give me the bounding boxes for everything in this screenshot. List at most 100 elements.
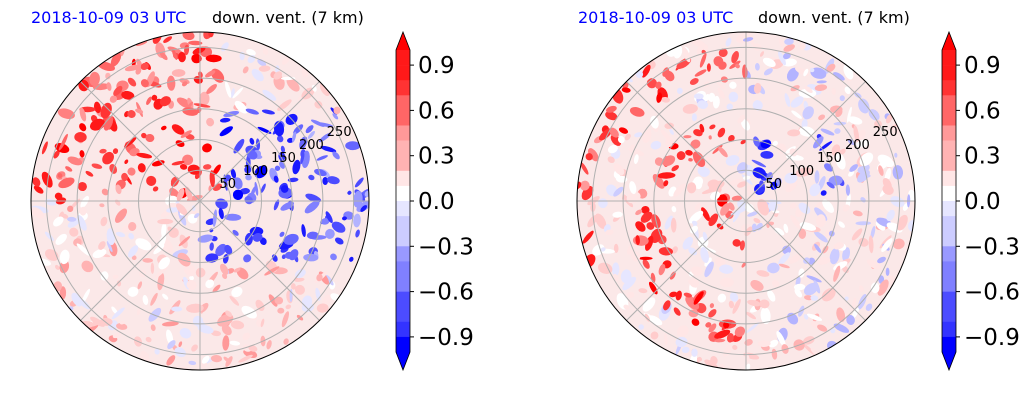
- contour-cell: [605, 229, 614, 236]
- contour-cell: [55, 233, 67, 245]
- colorbar-level: [942, 336, 956, 353]
- contour-cell: [708, 92, 716, 102]
- contour-cell: [669, 271, 676, 280]
- contour-cell: [732, 298, 741, 314]
- contour-cell: [150, 324, 156, 332]
- contour-cell: [753, 136, 760, 147]
- contour-cell: [641, 205, 650, 214]
- colorbar-tick-label: 0.6: [418, 98, 455, 124]
- contour-cell: [167, 46, 184, 55]
- contour-cell: [726, 333, 734, 343]
- contour-cell: [294, 284, 305, 295]
- contour-cell: [692, 151, 706, 167]
- contour-cell: [716, 82, 726, 90]
- contour-cell: [784, 38, 794, 45]
- colorbar-level: [396, 50, 410, 66]
- contour-cell: [814, 170, 820, 184]
- contour-cell: [664, 333, 668, 345]
- contour-cell: [242, 66, 249, 74]
- contour-cell: [892, 238, 905, 250]
- contour-cell: [157, 218, 174, 225]
- contour-cell: [618, 127, 629, 134]
- contour-cell: [728, 134, 735, 142]
- contour-cell: [781, 344, 789, 354]
- contour-cell: [844, 86, 851, 95]
- contour-cell: [325, 228, 335, 239]
- contour-cell: [704, 257, 712, 267]
- contour-cell: [723, 321, 730, 329]
- contour-cell: [676, 325, 689, 337]
- contour-cell: [708, 323, 717, 333]
- contour-cell: [103, 115, 114, 131]
- contour-cell: [246, 149, 258, 160]
- colorbar-tick-label: 0.9: [418, 53, 455, 79]
- chart-panel-right: 2018-10-09 03 UTC down. vent. (7 km) 50 1…: [546, 0, 1036, 401]
- colorbar-level: [396, 231, 410, 247]
- contour-cell: [786, 67, 799, 82]
- contour-cell: [81, 288, 91, 304]
- contour-cell: [292, 159, 301, 175]
- contour-cell: [693, 291, 704, 305]
- contour-cell: [783, 44, 795, 52]
- contour-cell: [882, 177, 892, 191]
- contour-cell: [726, 103, 733, 110]
- contour-cell: [652, 174, 665, 189]
- contour-cell: [166, 355, 176, 366]
- contour-cell: [65, 166, 73, 172]
- contour-cell: [902, 203, 909, 211]
- colorbar-level: [942, 50, 956, 66]
- contour-cell: [106, 82, 112, 91]
- contour-cell: [261, 109, 275, 115]
- contour-cell: [831, 88, 836, 95]
- contour-cell: [176, 203, 188, 216]
- contour-cell: [741, 261, 747, 268]
- colorbar-level: [396, 306, 410, 323]
- colorbar-level: [396, 336, 410, 353]
- contour-cell: [697, 356, 703, 362]
- contour-cell: [804, 85, 813, 94]
- contour-cell: [809, 183, 821, 197]
- contour-cell: [697, 100, 709, 109]
- contour-cell: [691, 266, 703, 276]
- contour-cell: [188, 40, 203, 46]
- contour-cell: [820, 190, 827, 196]
- contour-cell: [798, 228, 807, 239]
- colorbar-extend-min: [942, 352, 956, 370]
- contour-cell: [669, 128, 674, 135]
- contour-cell: [202, 143, 212, 153]
- contour-cell: [835, 152, 846, 170]
- chart-panel-left: 2018-10-09 03 UTC down. vent. (7 km) 50 1…: [30, 8, 474, 372]
- contour-cell: [162, 293, 169, 300]
- contour-cell: [658, 247, 673, 256]
- contour-cell: [856, 139, 871, 148]
- contour-cell: [208, 32, 214, 38]
- contour-cell: [279, 231, 285, 237]
- contour-cell: [331, 221, 346, 233]
- contour-cell: [142, 258, 153, 263]
- contour-cell: [817, 257, 831, 265]
- contour-cell: [332, 113, 339, 120]
- contour-cell: [778, 263, 790, 269]
- contour-cell: [729, 292, 739, 302]
- contour-cell: [308, 174, 315, 181]
- contour-cell: [729, 81, 737, 89]
- colorbar: 0.9 0.6 0.3 0.0 −0.3 −0.6 −0.9: [941, 30, 1020, 372]
- contour-cell: [582, 230, 594, 244]
- contour-cell: [743, 175, 751, 180]
- contour-cell: [181, 81, 188, 87]
- contour-cell: [691, 348, 698, 357]
- contour-cell: [161, 125, 167, 131]
- contour-cell: [729, 60, 741, 69]
- contour-cell: [245, 174, 252, 181]
- contour-cell: [142, 294, 149, 306]
- contour-cell: [690, 139, 701, 149]
- contour-cell: [290, 283, 296, 290]
- contour-cell: [894, 152, 898, 158]
- contour-cell: [158, 257, 170, 270]
- colorbar-level: [396, 65, 410, 81]
- contour-cell: [203, 164, 212, 170]
- contour-cell: [642, 297, 656, 312]
- contour-cell: [345, 141, 361, 151]
- contour-cell: [858, 98, 870, 114]
- contour-cell: [829, 248, 840, 265]
